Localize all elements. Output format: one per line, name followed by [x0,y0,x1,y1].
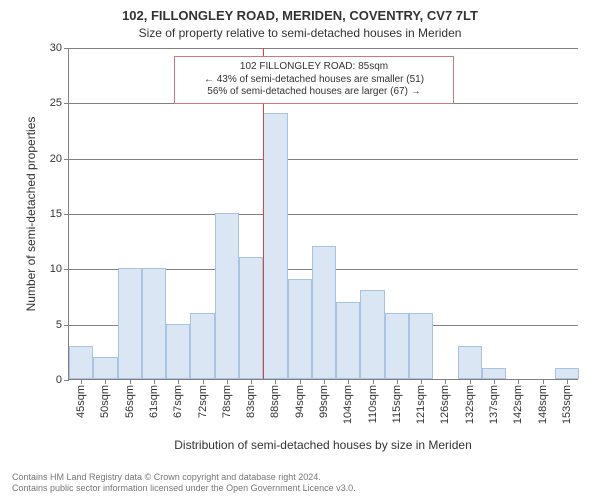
xtick-label: 110sqm [367,385,379,423]
chart-title: 102, FILLONGLEY ROAD, MERIDEN, COVENTRY,… [0,8,600,23]
histogram-bar [93,357,117,379]
histogram-bar [263,113,287,379]
ytick-label: 5 [56,319,62,331]
xtick-label: 148sqm [537,385,549,424]
chart-subtitle: Size of property relative to semi-detach… [0,26,600,40]
histogram-bar [239,257,263,379]
xtick-label: 142sqm [512,385,524,424]
histogram-bar [69,346,93,379]
attribution-line-2: Contains public sector information licen… [12,483,588,494]
gridline [69,159,578,160]
gridline [69,214,578,215]
annotation-line: ← 43% of semi-detached houses are smalle… [179,74,449,87]
attribution-line-1: Contains HM Land Registry data © Crown c… [12,472,588,483]
x-axis-label: Distribution of semi-detached houses by … [174,438,471,452]
annotation-box: 102 FILLONGLEY ROAD: 85sqm← 43% of semi-… [174,56,454,104]
xtick-label: 61sqm [148,385,160,418]
xtick-label: 67sqm [172,385,184,418]
xtick-label: 132sqm [464,385,476,424]
chart-area: 05101520253045sqm50sqm56sqm61sqm67sqm72s… [68,48,578,380]
xtick-label: 78sqm [221,385,233,418]
histogram-bar [482,368,506,379]
histogram-bar [215,213,239,379]
ytick-label: 0 [56,374,62,386]
xtick-label: 94sqm [294,385,306,418]
ytick-label: 10 [50,263,62,275]
histogram-bar [458,346,482,379]
histogram-bar [312,246,336,379]
xtick-label: 121sqm [415,385,427,424]
ytick-label: 30 [50,42,62,54]
xtick-label: 83sqm [245,385,257,418]
xtick-label: 153sqm [561,385,573,424]
xtick-label: 50sqm [99,385,111,418]
histogram-bar [118,268,142,379]
annotation-line: 102 FILLONGLEY ROAD: 85sqm [179,61,449,74]
ytick-label: 20 [50,153,62,165]
xtick-label: 126sqm [439,385,451,424]
xtick-label: 115sqm [391,385,403,423]
histogram-bar [336,302,360,379]
histogram-bar [360,290,384,379]
xtick-label: 99sqm [318,385,330,418]
annotation-line: 56% of semi-detached houses are larger (… [179,86,449,99]
xtick-label: 137sqm [488,385,500,424]
xtick-label: 56sqm [124,385,136,418]
histogram-bar [288,279,312,379]
histogram-bar [142,268,166,379]
y-axis-label: Number of semi-detached properties [24,117,38,312]
gridline [69,48,578,49]
plot-region: 05101520253045sqm50sqm56sqm61sqm67sqm72s… [68,48,578,380]
attribution: Contains HM Land Registry data © Crown c… [12,472,588,494]
histogram-bar [555,368,579,379]
histogram-bar [409,313,433,379]
histogram-bar [166,324,190,379]
xtick-label: 72sqm [197,385,209,418]
xtick-label: 45sqm [75,385,87,418]
xtick-label: 104sqm [342,385,354,424]
ytick-label: 25 [50,97,62,109]
xtick-label: 88sqm [269,385,281,418]
ytick-label: 15 [50,208,62,220]
histogram-bar [190,313,214,379]
histogram-bar [385,313,409,379]
